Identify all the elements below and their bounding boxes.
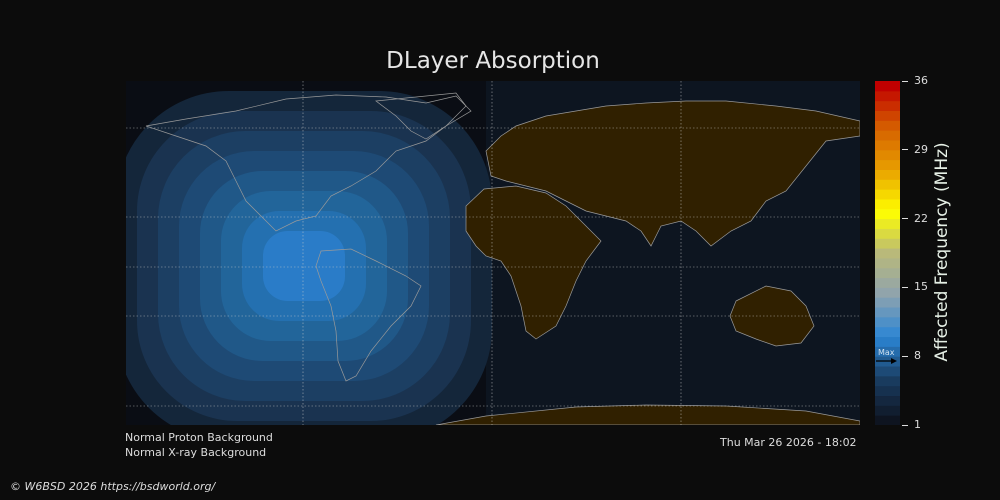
proton-status: Normal Proton Background (125, 431, 273, 444)
timestamp: Thu Mar 26 2026 - 18:02 (720, 436, 857, 449)
colorbar-tick: 8 (902, 349, 921, 362)
colorbar-tick: 15 (902, 280, 928, 293)
max-arrow-icon (876, 358, 897, 365)
colorbar-band (875, 346, 900, 357)
colorbar-band (875, 287, 900, 298)
colorbar-band (875, 415, 900, 425)
colorbar-band (875, 81, 900, 92)
colorbar-band (875, 405, 900, 416)
colorbar-band (875, 110, 900, 121)
world-map (126, 81, 860, 425)
colorbar-band (875, 257, 900, 269)
colorbar-label: Affected Frequency (MHz) (932, 142, 952, 362)
colorbar-band (875, 120, 900, 131)
colorbar-tick: 1 (902, 418, 921, 431)
africa (465, 185, 602, 340)
colorbar-tick: 36 (902, 74, 928, 87)
europe-asia (485, 100, 860, 247)
colorbar-band (875, 208, 900, 220)
colorbar-band (875, 189, 900, 200)
colorbar-band (875, 159, 900, 170)
australia (729, 285, 815, 347)
colorbar (875, 81, 900, 425)
colorbar-band (875, 316, 900, 328)
colorbar-band (875, 375, 900, 387)
colorbar-band (875, 307, 900, 318)
colorbar-band (875, 326, 900, 338)
colorbar-band (875, 90, 900, 102)
greenland (375, 92, 467, 140)
colorbar-tick: 29 (902, 143, 928, 156)
south-america (315, 248, 422, 382)
absorption-contours (126, 91, 492, 425)
colorbar-band (875, 267, 900, 279)
colorbar-band (875, 385, 900, 397)
colorbar-band (875, 297, 900, 308)
copyright: © W6BSD 2026 https://bsdworld.org/ (10, 480, 216, 493)
max-marker-label: Max (878, 348, 895, 358)
colorbar-band (875, 100, 900, 111)
colorbar-band (875, 277, 900, 288)
absorption-level (263, 231, 345, 301)
xray-status: Normal X-ray Background (125, 446, 267, 459)
colorbar-band (875, 248, 900, 259)
colorbar-band (875, 395, 900, 406)
colorbar-band (875, 169, 900, 180)
colorbar-band (875, 336, 900, 347)
colorbar-band (875, 218, 900, 229)
gridlines (126, 81, 860, 425)
colorbar-band (875, 366, 900, 377)
chart-title: DLayer Absorption (386, 48, 600, 74)
colorbar-band (875, 198, 900, 210)
colorbar-band (875, 139, 900, 151)
north-america (145, 94, 472, 232)
colorbar-band (875, 228, 900, 239)
colorbar-tick: 22 (902, 212, 928, 225)
colorbar-band (875, 238, 900, 249)
colorbar-band (875, 130, 900, 141)
colorbar-band (875, 179, 900, 190)
landmasses (145, 92, 860, 425)
colorbar-band (875, 149, 900, 161)
